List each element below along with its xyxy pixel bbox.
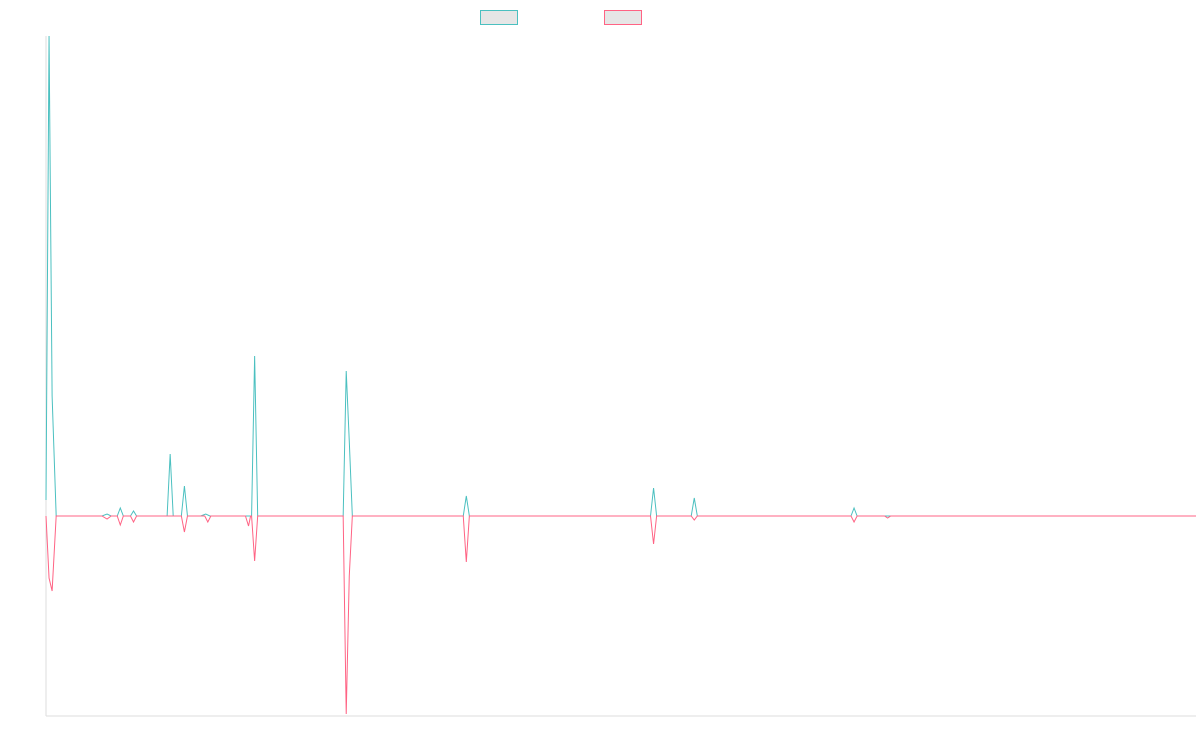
legend-swatch-series-a[interactable] xyxy=(480,10,518,25)
legend-swatch-series-b[interactable] xyxy=(604,10,642,25)
series-line-1 xyxy=(45,35,1196,517)
series-line-2 xyxy=(45,515,1196,715)
